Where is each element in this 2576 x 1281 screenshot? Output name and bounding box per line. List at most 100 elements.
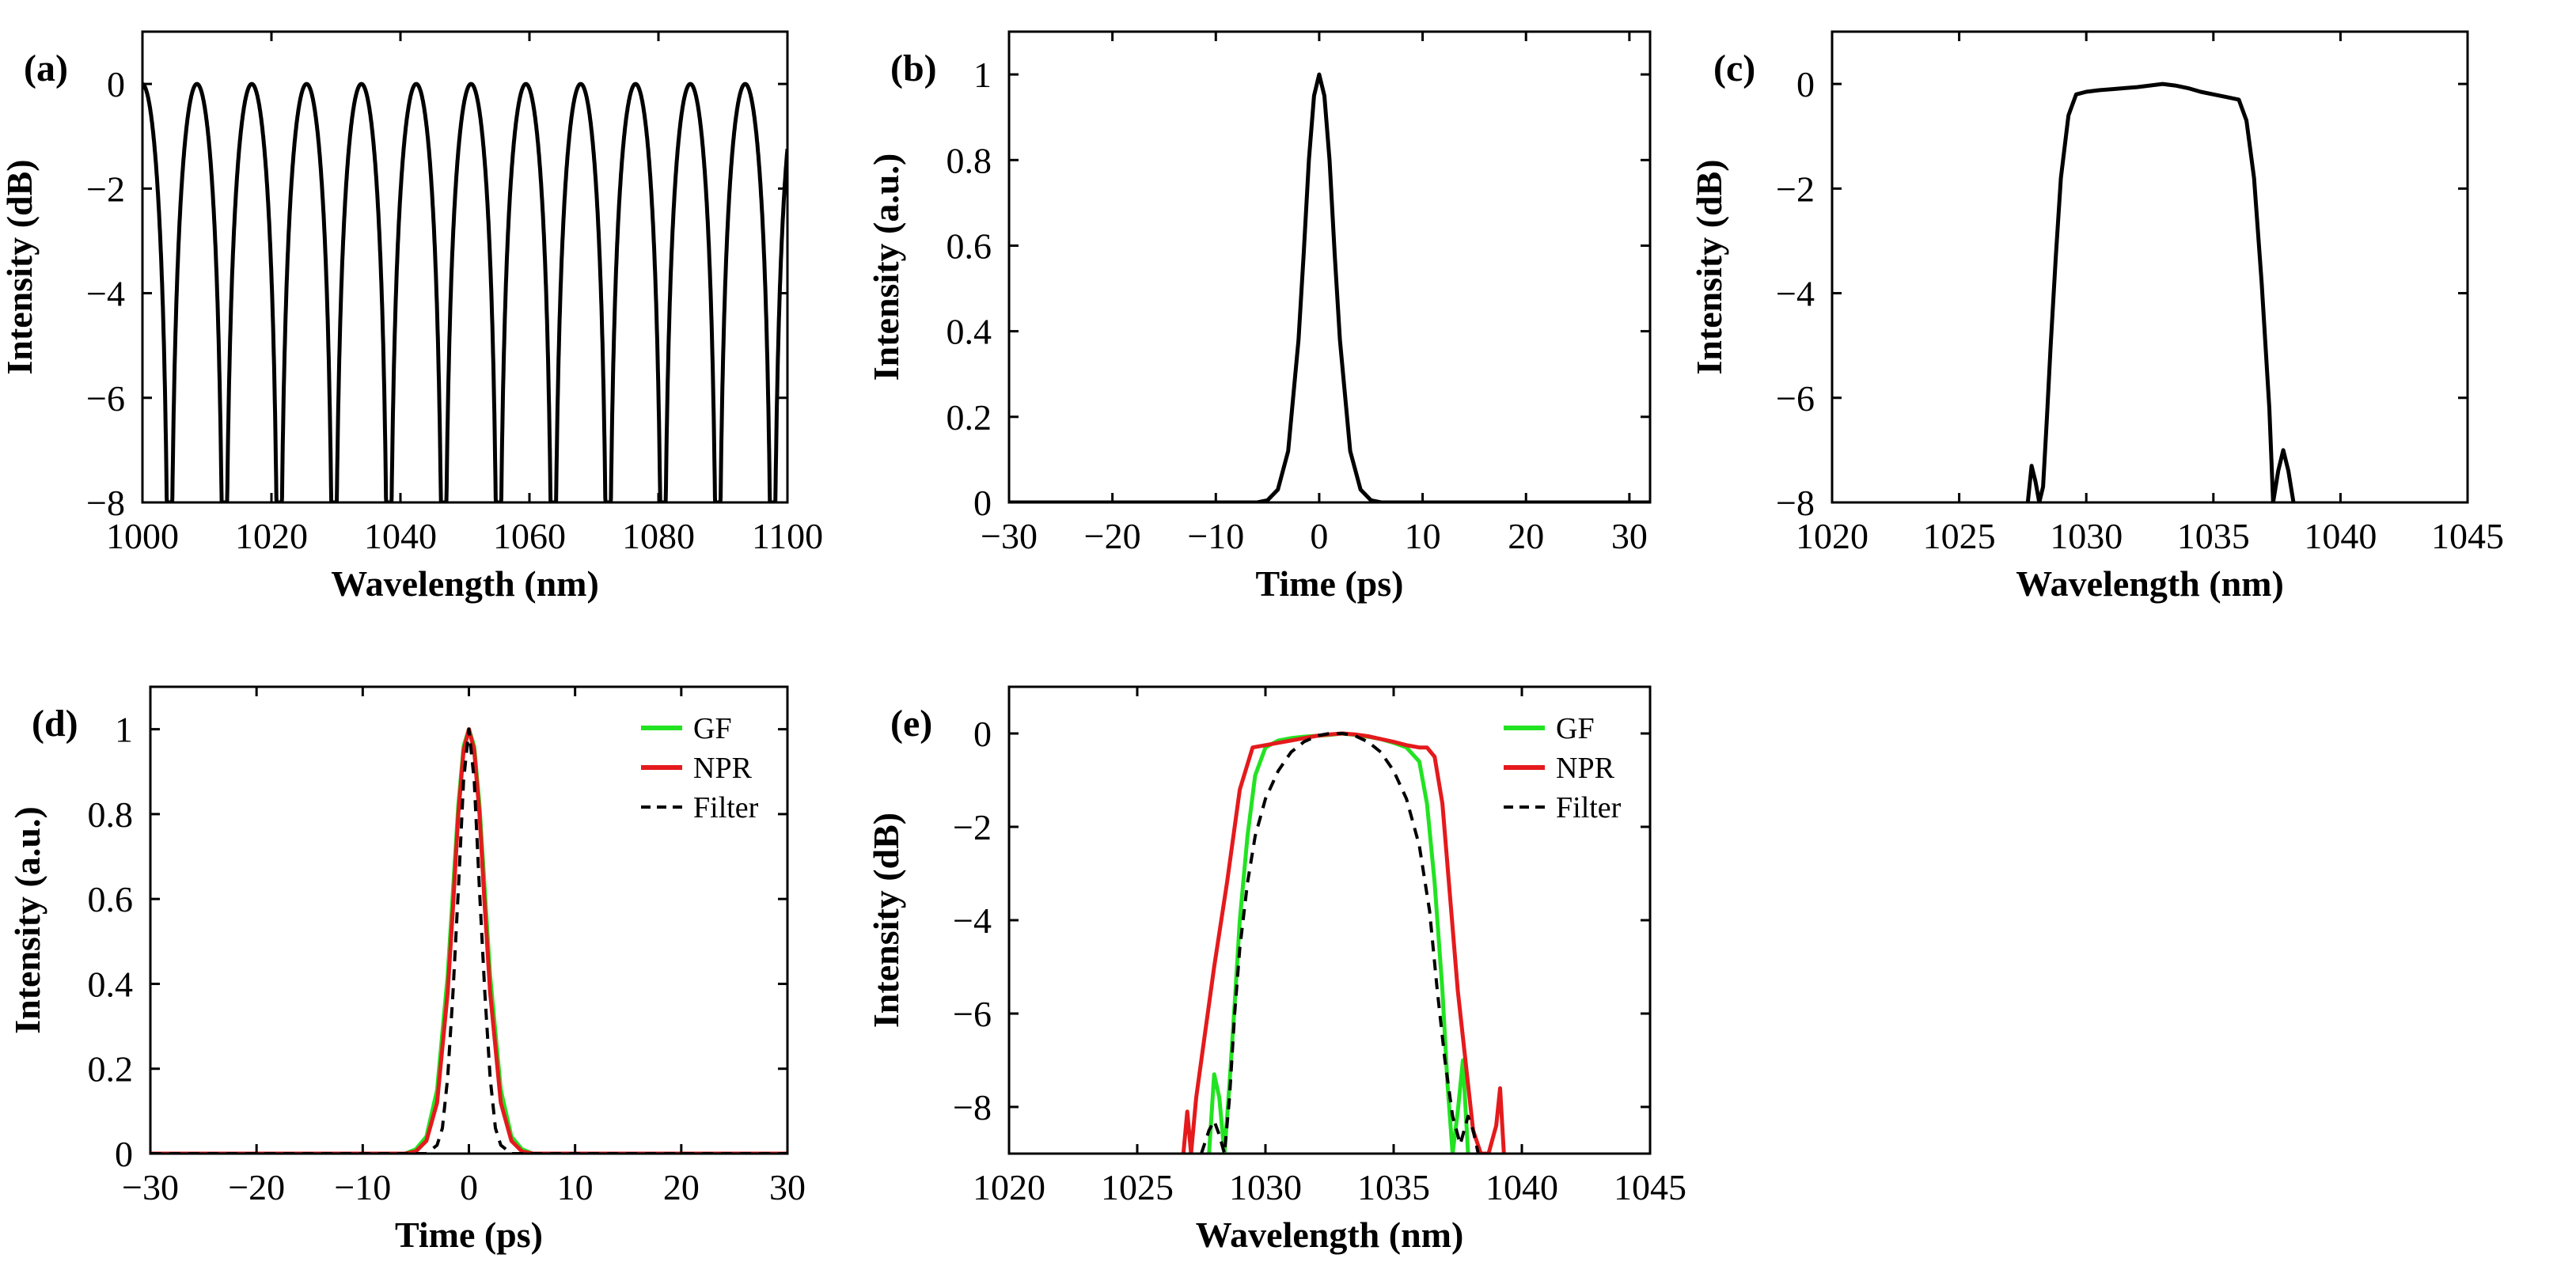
x-tick-label: −20: [1084, 516, 1141, 556]
x-tick-label: 20: [663, 1167, 700, 1207]
legend-label-filter: Filter: [1556, 791, 1622, 824]
x-tick-label: 0: [1310, 516, 1328, 556]
x-axis-label: Wavelength (nm): [2016, 563, 2284, 604]
x-tick-label: 1020: [235, 516, 308, 556]
legend-label-npr: NPR: [1556, 752, 1615, 785]
x-tick-label: −10: [1187, 516, 1244, 556]
x-tick-label: 1040: [1485, 1167, 1558, 1207]
x-tick-label: 0: [460, 1167, 478, 1207]
axes-box: [149, 685, 789, 1155]
x-tick-label: 1040: [2304, 516, 2377, 556]
series-filter-line: [150, 727, 787, 1154]
x-tick-label: −30: [122, 1167, 179, 1207]
y-axis-label: Intensity (a.u.): [7, 806, 47, 1034]
x-tick-label: −30: [981, 516, 1038, 556]
legend-label-npr: NPR: [693, 752, 753, 785]
y-tick-label: −8: [953, 1087, 992, 1128]
x-axis-label: Time (ps): [395, 1215, 543, 1255]
panel-c: 1020 1025 1030 1035 1040 1045 0 −2 −4 −6 −8 Wavelen…: [1689, 30, 2504, 604]
panel-d: −30 −20 −10 0 10 20 30 0 0.2 0.4 0.6 0.8 1 Time (ps) I…: [7, 685, 806, 1255]
y-tick-label: 0.4: [947, 312, 992, 352]
legend-label-gf: GF: [1556, 712, 1595, 745]
y-tick-label: 0: [973, 714, 992, 754]
panel-b: −30 −20 −10 0 10 20 30 0 0.2 0.4 0.6 0.8 1 Time (ps) I…: [866, 30, 1652, 604]
x-tick-label: 30: [769, 1167, 806, 1207]
panel-e: 1020 1025 1030 1035 1040 1045 0 −2 −4 −6 −8 Wavelen…: [866, 685, 1686, 1255]
panel-label: (d): [32, 703, 78, 745]
y-axis-label: Intensity (dB): [866, 813, 906, 1028]
panel-label: (e): [890, 703, 932, 745]
x-tick-label: 1060: [493, 516, 566, 556]
y-tick-label: 0.2: [947, 397, 992, 438]
y-axis-label: Intensity (dB): [0, 159, 40, 374]
panel-a: 1000 1020 1040 1060 1080 1100 0 −2 −4 −6 −8 Wavelen…: [0, 30, 823, 604]
x-tick-label: 1080: [622, 516, 695, 556]
y-tick-label: 0.6: [88, 879, 134, 919]
series-npr-line: [1181, 731, 1506, 1154]
y-tick-label: −2: [86, 169, 125, 209]
panel-label: (a): [24, 47, 68, 89]
x-tick-label: 1045: [1614, 1167, 1686, 1207]
y-tick-label: 0.6: [947, 226, 992, 266]
y-tick-label: 0: [115, 1134, 133, 1174]
legend-label-filter: Filter: [693, 791, 759, 824]
y-tick-label: −2: [953, 807, 992, 847]
y-tick-label: −4: [953, 900, 992, 941]
x-tick-label: 1030: [1229, 1167, 1302, 1207]
y-tick-label: −6: [953, 994, 992, 1034]
y-tick-label: 0: [973, 483, 992, 523]
panel-label: (b): [890, 47, 937, 89]
y-tick-label: 1: [115, 710, 133, 750]
series-comb-transmission-line: [142, 81, 787, 502]
x-tick-label: 1020: [973, 1167, 1045, 1207]
y-tick-label: 0.8: [88, 794, 134, 835]
axes-box: [1007, 685, 1652, 1155]
x-axis-label: Wavelength (nm): [1196, 1215, 1464, 1255]
x-tick-label: 1020: [1796, 516, 1868, 556]
legend-label-gf: GF: [693, 712, 732, 745]
y-axis-label: Intensity (dB): [1689, 159, 1729, 374]
axes-box: [141, 30, 789, 504]
x-tick-label: 1100: [752, 516, 823, 556]
x-axis-label: Time (ps): [1256, 563, 1404, 604]
x-tick-label: 1035: [1357, 1167, 1430, 1207]
x-tick-label: 1045: [2431, 516, 2504, 556]
x-tick-label: 1040: [364, 516, 437, 556]
x-tick-label: 30: [1611, 516, 1648, 556]
x-tick-label: 20: [1508, 516, 1544, 556]
y-tick-label: 0.8: [947, 140, 992, 180]
series-filter-line: [1200, 732, 1480, 1154]
y-axis-label: Intensity (a.u.): [866, 153, 906, 381]
series-npr-line: [150, 727, 787, 1154]
y-tick-label: −8: [1776, 483, 1815, 523]
x-tick-label: 1000: [106, 516, 179, 556]
series-gf-line: [150, 727, 787, 1154]
y-tick-label: −6: [86, 378, 125, 419]
x-tick-label: 10: [1405, 516, 1441, 556]
series-spectrum-line: [2025, 81, 2296, 502]
x-tick-label: 1035: [2177, 516, 2250, 556]
series-gf-line: [1207, 731, 1470, 1154]
x-tick-label: 10: [557, 1167, 594, 1207]
y-tick-label: −8: [86, 483, 125, 523]
y-tick-label: 1: [973, 55, 992, 95]
x-axis-label: Wavelength (nm): [331, 563, 599, 604]
y-tick-label: 0: [1796, 64, 1815, 104]
x-tick-label: −20: [228, 1167, 285, 1207]
panel-label: (c): [1713, 47, 1755, 89]
x-tick-label: 1025: [1923, 516, 1996, 556]
y-tick-label: −4: [86, 274, 125, 314]
axes-box: [1831, 30, 2469, 504]
y-tick-label: 0: [107, 64, 125, 104]
y-tick-label: 0.2: [88, 1049, 134, 1090]
x-tick-label: −10: [334, 1167, 391, 1207]
y-tick-label: 0.4: [88, 964, 134, 1004]
x-tick-label: 1030: [2050, 516, 2123, 556]
y-tick-label: −2: [1776, 169, 1815, 209]
y-tick-label: −4: [1776, 274, 1815, 314]
series-pulse-line: [1009, 72, 1650, 502]
y-tick-label: −6: [1776, 378, 1815, 419]
x-tick-label: 1025: [1101, 1167, 1174, 1207]
axes-box: [1007, 30, 1652, 504]
